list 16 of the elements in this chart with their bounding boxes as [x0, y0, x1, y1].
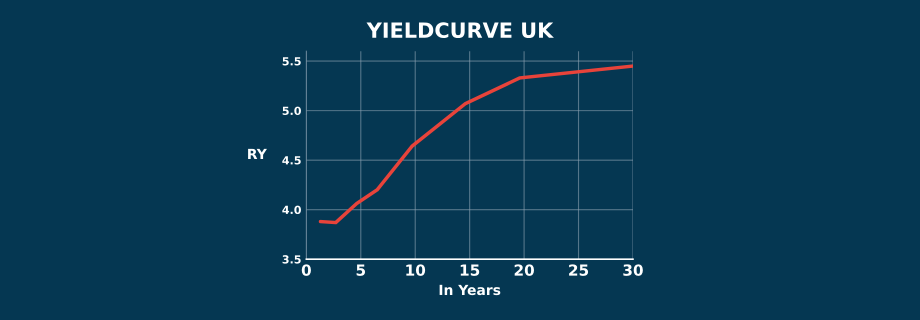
chart-title: YIELDCURVE UK	[366, 22, 554, 38]
y-tick-label: 4.0	[282, 206, 301, 214]
y-axis-title: RY	[248, 148, 267, 160]
x-tick-label: 0	[302, 264, 311, 276]
x-tick-label: 10	[406, 264, 426, 276]
y-tick-label: 5.5	[282, 57, 301, 66]
x-axis-title: In Years	[440, 284, 500, 296]
y-tick-label: 3.5	[282, 255, 301, 264]
x-tick-label: 20	[514, 264, 534, 276]
x-tick-label: 30	[623, 264, 643, 276]
line-series	[318, 64, 633, 224]
x-tick-label: 25	[569, 264, 588, 276]
y-tick-label: 4.5	[282, 156, 301, 165]
x-tick-label: 5	[356, 264, 366, 276]
x-tick-label: 15	[460, 264, 480, 276]
y-tick-label: 5.0	[282, 106, 301, 116]
